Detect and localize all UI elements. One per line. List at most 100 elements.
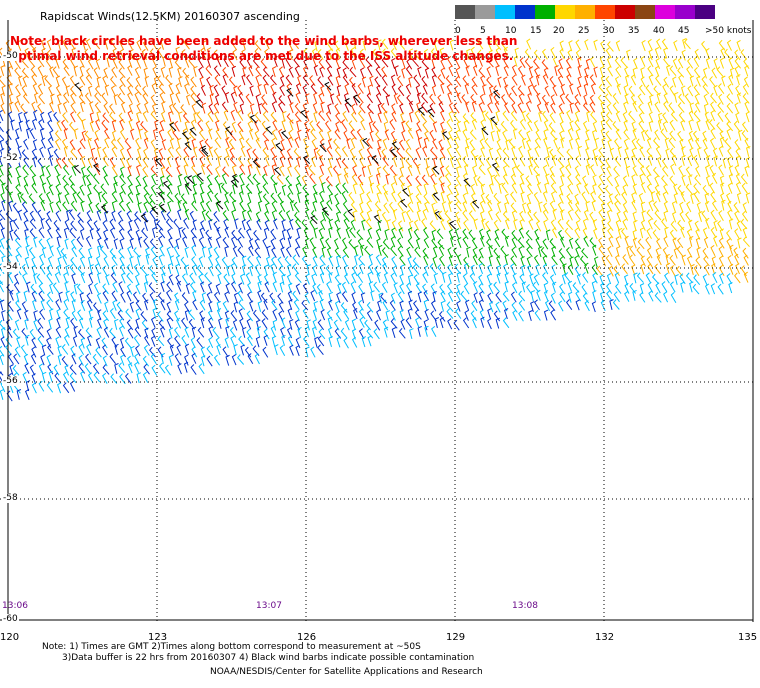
wind-barb [390,309,396,321]
wind-barb [94,137,100,149]
wind-barb [262,130,270,142]
wind-barb [422,208,428,220]
wind-barb [407,184,412,196]
wind-barb [270,174,277,186]
wind-barb [357,82,364,94]
wind-barb [119,128,126,140]
wind-barb [680,281,685,293]
wind-barb [390,130,397,142]
wind-barb [71,164,77,176]
wind-barb [535,74,541,86]
wind-barb [463,262,469,274]
wind-barb [607,227,614,239]
contaminated-wind-barb [216,200,224,210]
wind-barb [142,92,149,104]
wind-barb [517,102,524,114]
wind-barb [214,111,220,123]
wind-barb [264,38,270,50]
wind-barb [225,136,230,149]
wind-barb [486,76,493,88]
wind-barb [670,163,675,175]
wind-barb [33,236,38,248]
wind-barb [665,148,670,160]
wind-barb [569,256,574,268]
wind-barb [117,92,125,104]
wind-barb [38,283,45,294]
wind-barb [239,163,246,175]
wind-barb [277,192,284,204]
wind-barb [192,192,198,204]
wind-barb [56,157,62,169]
wind-barb [265,256,271,268]
wind-barb [366,92,374,104]
wind-barb [310,128,317,140]
wind-barb [225,146,230,158]
wind-barb [240,145,246,157]
wind-barb [454,263,462,275]
wind-barb [333,138,341,150]
wind-barb [662,121,668,133]
wind-barb [495,211,502,223]
wind-barb [709,137,716,149]
wind-barb [221,183,228,194]
wind-barb [33,92,39,104]
wind-barb [52,66,60,78]
wind-barb [510,255,517,267]
wind-barb [295,218,302,230]
wind-barb [228,138,236,150]
wind-barb [616,211,622,223]
wind-barb [87,85,93,97]
wind-barb [343,308,350,320]
wind-barb [224,226,230,238]
wind-barb [161,139,167,151]
wind-barb [661,175,668,186]
wind-barb [312,246,318,258]
wind-barb [7,353,14,365]
wind-barb [591,264,598,276]
wind-barb [465,101,470,113]
wind-barb [494,121,501,133]
contaminated-wind-barb [286,87,294,97]
wind-barb [542,73,549,85]
wind-barb [180,104,188,115]
wind-barb [527,209,534,221]
wind-barb [168,82,174,94]
wind-barb [167,146,174,158]
wind-barb [624,66,629,78]
wind-barb [636,138,643,150]
wind-barb [543,137,548,149]
wind-barb [160,352,166,364]
wind-barb [289,200,295,212]
wind-barb [95,255,101,267]
time-label: 13:06 [2,601,28,611]
wind-barb [245,183,253,195]
wind-barb [335,211,341,223]
wind-barb [303,120,310,132]
wind-barb [504,272,509,284]
wind-barb [246,57,253,69]
wind-barb [311,138,317,150]
wind-barb [502,165,508,177]
wind-barb [198,129,206,141]
wind-barb [127,327,134,339]
wind-barb [614,200,621,212]
wind-barb [127,110,133,122]
wind-barb [500,120,508,132]
wind-barb [745,156,751,168]
wind-barb [143,192,150,204]
wind-barb [494,39,502,51]
wind-barb [16,308,22,320]
wind-barb [605,75,612,87]
wind-barb [614,193,621,205]
wind-barb [213,147,220,159]
wind-barb [510,202,518,214]
wind-barb [631,154,636,166]
wind-barb [490,174,495,186]
wind-barb [270,228,277,240]
wind-barb [574,119,581,131]
wind-barb [359,210,366,222]
wind-barb [32,156,38,168]
wind-barb [365,56,373,67]
wind-barb [21,149,29,160]
wind-barb [407,201,414,213]
